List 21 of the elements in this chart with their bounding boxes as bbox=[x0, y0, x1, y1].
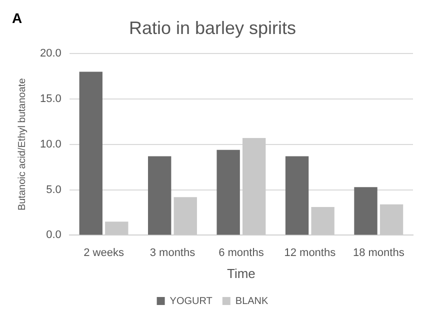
bar bbox=[148, 156, 172, 235]
bar bbox=[79, 72, 102, 235]
x-axis-title: Time bbox=[227, 266, 256, 281]
y-tick-label: 0.0 bbox=[46, 229, 62, 242]
bar bbox=[216, 150, 240, 235]
x-tick-label: 2 weeks bbox=[84, 246, 124, 259]
chart-title: Ratio in barley spirits bbox=[128, 18, 296, 38]
y-tick-label: 5.0 bbox=[46, 184, 62, 196]
legend-label: BLANK bbox=[235, 296, 269, 307]
y-axis-title: Butanoic acid/Ethyl butanoate bbox=[16, 78, 28, 211]
y-tick-label: 10.0 bbox=[40, 138, 62, 150]
y-tick-label: 20.0 bbox=[40, 48, 62, 60]
x-tick-label: 12 months bbox=[284, 246, 336, 259]
x-tick-label: 18 months bbox=[352, 246, 405, 259]
bar bbox=[354, 187, 378, 235]
x-tick-label: 6 months bbox=[218, 246, 264, 259]
y-tick-label: 15.0 bbox=[40, 93, 62, 106]
bar bbox=[285, 156, 309, 235]
x-tick-label: 3 months bbox=[150, 246, 196, 259]
legend-label: YOGURT bbox=[170, 296, 212, 307]
text: A bbox=[12, 10, 22, 26]
